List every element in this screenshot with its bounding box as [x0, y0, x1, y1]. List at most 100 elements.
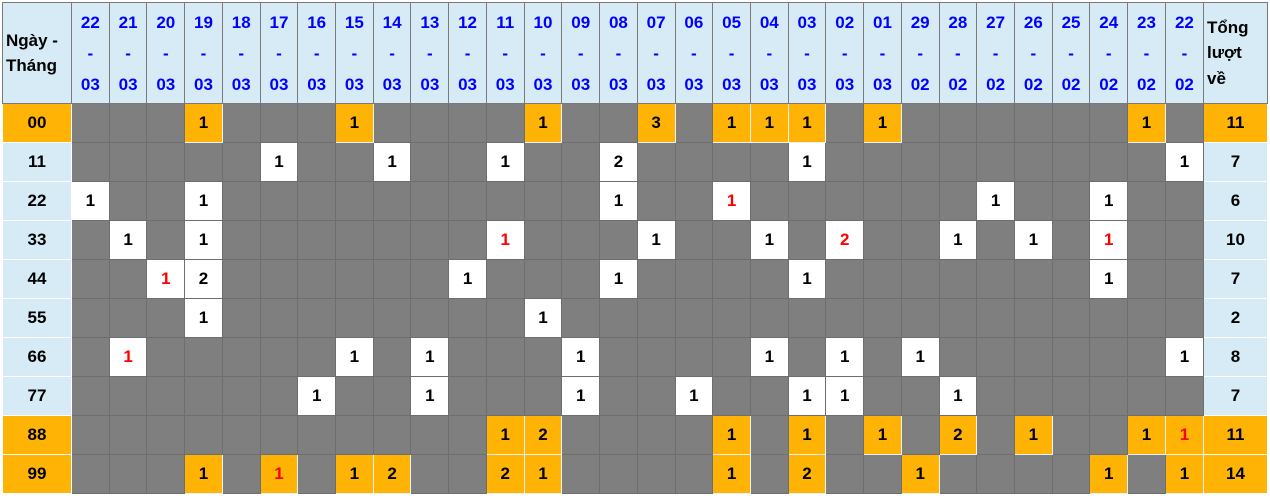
empty-cell-00-11-03	[485, 103, 525, 143]
empty-cell-55-20-03	[146, 298, 186, 338]
count-cell-33-11-03: 1	[485, 220, 525, 260]
date-day: 29	[910, 12, 930, 32]
date-column-header-05-03: 05 - 03	[712, 2, 751, 104]
header-row: Ngày - Tháng 22-03 21-03 20-03 19-03 18-03 17…	[2, 2, 1268, 104]
date-month: 03	[420, 74, 440, 94]
empty-cell-33-23-02	[1127, 220, 1166, 260]
row-label-11: 11	[2, 142, 72, 182]
empty-cell-99-01-03	[863, 454, 902, 494]
empty-cell-22-01-03	[863, 181, 902, 221]
count-cell-55-19-03: 1	[184, 298, 223, 338]
empty-cell-00-24-02	[1089, 103, 1129, 143]
date-month: 03	[571, 74, 591, 94]
empty-cell-22-12-03	[448, 181, 487, 221]
empty-cell-11-01-03	[863, 142, 902, 182]
empty-cell-55-13-03	[410, 298, 450, 338]
empty-cell-77-26-02	[1013, 376, 1053, 416]
empty-cell-77-07-03	[636, 376, 676, 416]
empty-cell-99-13-03	[410, 454, 450, 494]
date-month: 03	[458, 74, 477, 94]
count-cell-44-12-03: 1	[448, 259, 487, 299]
count-cell-33-19-03: 1	[184, 220, 223, 260]
empty-cell-22-23-02	[1127, 181, 1166, 221]
date-day: 24	[1099, 12, 1119, 32]
date-day: 07	[646, 12, 666, 32]
count-cell-00-10-03: 1	[523, 103, 563, 143]
date-separator: -	[879, 43, 886, 63]
empty-cell-55-18-03	[221, 298, 261, 338]
empty-cell-66-10-03	[523, 337, 563, 377]
pair-row-33: 33 1 1 1 1 1 2 1 1 1 10	[2, 220, 1268, 260]
date-month: 03	[684, 74, 704, 94]
date-separator: -	[313, 43, 320, 63]
empty-cell-66-18-03	[221, 337, 261, 377]
empty-cell-66-12-03	[448, 337, 487, 377]
empty-cell-55-04-03	[749, 298, 789, 338]
empty-cell-00-12-03	[448, 103, 487, 143]
date-column-header-16-03: 16 - 03	[297, 2, 337, 104]
empty-cell-88-02-03	[825, 415, 865, 455]
date-day: 19	[194, 12, 213, 32]
empty-cell-22-21-03	[108, 181, 148, 221]
date-day: 10	[533, 12, 553, 32]
date-separator: -	[577, 43, 584, 63]
pair-row-88: 88 1 2 1 1 1 2 1 1 1 11	[2, 415, 1268, 455]
empty-cell-00-29-02	[900, 103, 940, 143]
date-day: 16	[307, 12, 327, 32]
date-month: 02	[986, 74, 1006, 94]
date-day: 06	[684, 12, 704, 32]
count-cell-88-22-02: 1	[1164, 415, 1205, 455]
empty-cell-55-22-03	[71, 298, 110, 338]
date-day: 14	[382, 12, 402, 32]
row-label-33: 33	[2, 220, 72, 260]
empty-cell-11-25-02	[1051, 142, 1091, 182]
empty-cell-44-25-02	[1051, 259, 1091, 299]
empty-cell-11-18-03	[221, 142, 261, 182]
count-cell-11-22-02: 1	[1164, 142, 1205, 182]
empty-cell-22-18-03	[221, 181, 261, 221]
empty-cell-00-17-03	[259, 103, 299, 143]
count-cell-88-03-03: 1	[787, 415, 827, 455]
empty-cell-33-12-03	[448, 220, 487, 260]
empty-cell-55-11-03	[485, 298, 525, 338]
empty-cell-00-06-03	[674, 103, 714, 143]
empty-cell-00-20-03	[146, 103, 186, 143]
date-separator: -	[464, 43, 471, 63]
empty-cell-00-21-03	[108, 103, 148, 143]
empty-cell-33-29-02	[900, 220, 940, 260]
empty-cell-99-28-02	[938, 454, 978, 494]
count-cell-22-19-03: 1	[184, 181, 223, 221]
date-day: 11	[496, 12, 515, 32]
pair-row-00: 00 1 1 1 3 1 1 1 1 1 11	[2, 103, 1268, 143]
empty-cell-11-23-02	[1127, 142, 1166, 182]
empty-cell-33-27-02	[976, 220, 1015, 260]
count-cell-00-19-03: 1	[184, 103, 223, 143]
date-separator: -	[426, 43, 433, 63]
date-separator: -	[125, 43, 131, 63]
count-cell-99-14-03: 2	[372, 454, 412, 494]
empty-cell-22-11-03	[485, 181, 525, 221]
date-month: 03	[344, 74, 364, 94]
count-cell-22-24-02: 1	[1089, 181, 1129, 221]
date-month: 03	[307, 74, 327, 94]
count-cell-99-19-03: 1	[184, 454, 223, 494]
date-day: 28	[948, 12, 968, 32]
empty-cell-33-15-03	[335, 220, 374, 260]
empty-cell-11-29-02	[900, 142, 940, 182]
date-column-header-01-03: 01 - 03	[863, 2, 902, 104]
count-cell-22-22-03: 1	[71, 181, 110, 221]
date-separator: -	[162, 43, 169, 63]
row-total-22: 6	[1203, 181, 1268, 221]
empty-cell-33-20-03	[146, 220, 186, 260]
empty-cell-33-25-02	[1051, 220, 1091, 260]
date-month: 03	[646, 74, 666, 94]
count-cell-11-03-03: 1	[787, 142, 827, 182]
date-day: 05	[722, 12, 742, 32]
count-cell-99-22-02: 1	[1164, 454, 1205, 494]
pair-row-99: 99 1 1 1 2 2 1 1 2 1 1 1 14	[2, 454, 1268, 494]
pair-row-11: 11 1 1 1 2 1 1 7	[2, 142, 1268, 182]
empty-cell-11-16-03	[297, 142, 337, 182]
empty-cell-44-14-03	[372, 259, 412, 299]
empty-cell-66-22-03	[71, 337, 110, 377]
